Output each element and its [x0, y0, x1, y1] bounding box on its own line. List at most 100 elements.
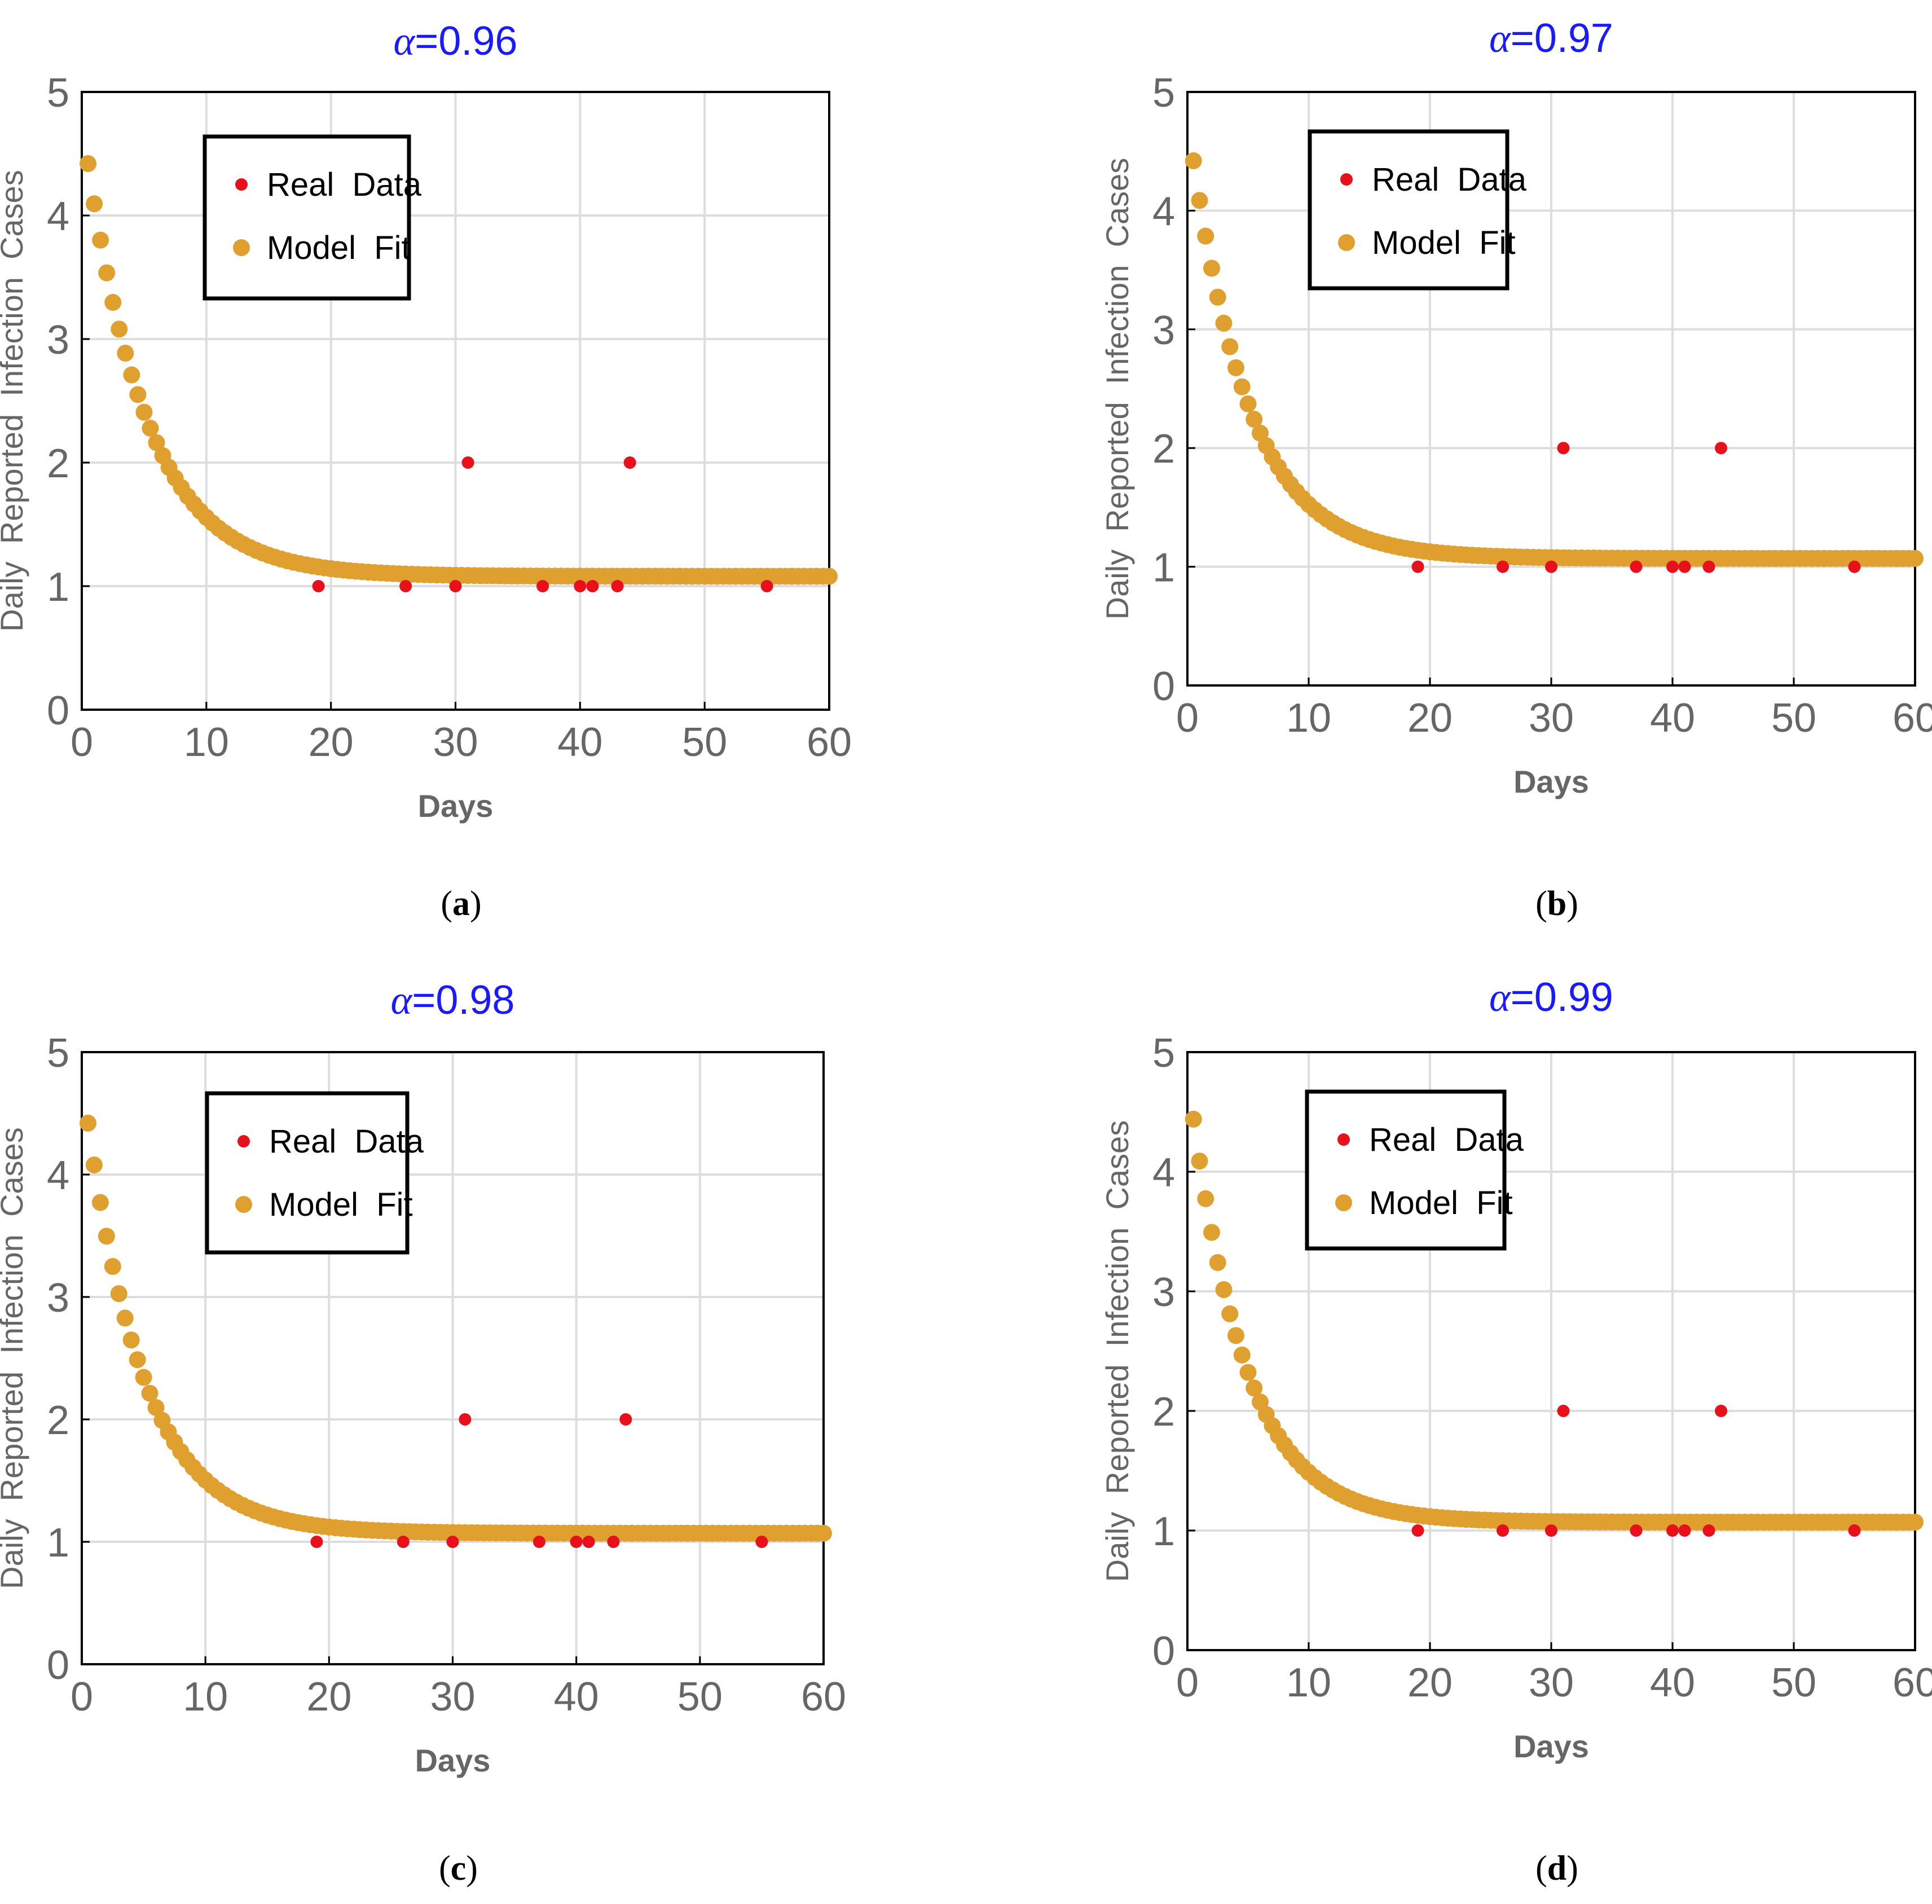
- model-fit-point: [821, 568, 838, 585]
- real-data-point: [1702, 560, 1715, 573]
- y-tick-label: 2: [47, 1398, 69, 1443]
- real-data-point: [1411, 1524, 1424, 1537]
- caption-close: ): [470, 885, 482, 923]
- y-tick-label: 5: [47, 71, 69, 116]
- model-fit-point: [1209, 288, 1226, 306]
- caption-open: (: [441, 885, 452, 923]
- y-tick-label: 4: [47, 1153, 69, 1198]
- title-symbol: α: [1489, 16, 1511, 61]
- legend-model-label: Model Fit: [1369, 1185, 1513, 1221]
- model-fit-point: [122, 1331, 140, 1349]
- real-data-point: [1497, 560, 1509, 573]
- model-fit-point: [1246, 411, 1263, 428]
- x-tick-label: 50: [682, 720, 727, 765]
- caption-open: (: [1535, 885, 1547, 923]
- y-tick-label: 4: [1152, 1150, 1175, 1195]
- x-tick-label: 20: [309, 720, 354, 765]
- x-tick-label: 10: [183, 1674, 228, 1720]
- title-value: =0.97: [1511, 16, 1613, 61]
- y-tick-label: 3: [47, 1276, 69, 1321]
- real-data-point: [312, 580, 325, 592]
- y-tick-label: 1: [47, 565, 69, 610]
- real-data-point: [619, 1413, 632, 1426]
- model-fit-point: [129, 1351, 146, 1369]
- x-axis-label: Days: [1513, 764, 1589, 799]
- legend-real-marker: [237, 1135, 250, 1147]
- real-data-point: [461, 456, 474, 469]
- model-fit-point: [1907, 549, 1924, 567]
- real-data-point: [760, 580, 773, 592]
- y-tick-label: 4: [47, 194, 69, 239]
- model-fit-point: [135, 403, 153, 421]
- real-data-point: [1678, 1524, 1691, 1537]
- chart-title: α=0.99: [1489, 975, 1613, 1020]
- legend: Real Data Model Fit: [205, 1091, 424, 1255]
- model-fit-point: [1203, 1224, 1220, 1241]
- model-fit-point: [104, 1257, 121, 1275]
- x-axis-label: Days: [415, 1743, 491, 1778]
- caption-close: ): [1566, 885, 1578, 923]
- real-data-point: [1702, 1524, 1715, 1537]
- y-tick-label: 0: [1152, 1629, 1175, 1674]
- legend-box: [1308, 129, 1509, 291]
- legend: Real Data Model Fit: [1308, 129, 1527, 291]
- model-fit-point: [1191, 192, 1208, 209]
- model-fit-point: [1239, 395, 1257, 412]
- model-fit-point: [1221, 338, 1239, 355]
- panel-caption: (c): [439, 1849, 478, 1888]
- panel-b: 0 10 20 30 40 50 60 0 1 2 3 4 5 Days Daily Reported In…: [1099, 16, 1932, 923]
- real-data-point: [1715, 442, 1727, 455]
- legend-model-label: Model Fit: [267, 230, 411, 266]
- panel-c: 0 10 20 30 40 50 60 0 1 2 3 4 5 Days Daily Reported In…: [0, 978, 846, 1888]
- y-tick-label: 4: [1152, 189, 1175, 234]
- model-fit-point: [142, 420, 159, 437]
- y-tick-label: 3: [47, 318, 69, 363]
- legend-model-marker: [233, 239, 250, 256]
- real-data-point: [449, 580, 462, 592]
- model-fit-point: [111, 320, 128, 338]
- model-fit-point: [98, 1228, 115, 1245]
- caption-close: ): [1566, 1849, 1578, 1888]
- caption-open: (: [439, 1849, 451, 1888]
- caption-open: (: [1535, 1849, 1547, 1888]
- y-tick-label: 2: [1152, 426, 1175, 472]
- real-data-point: [574, 580, 587, 592]
- model-fit-point: [1246, 1379, 1263, 1397]
- title-symbol: α: [391, 978, 413, 1023]
- y-tick-label: 0: [47, 688, 69, 733]
- model-fit-point: [85, 1156, 103, 1173]
- x-tick-label: 20: [1407, 1660, 1453, 1705]
- real-data-point: [1848, 1524, 1861, 1537]
- y-axis-label: Daily Reported Infection Cases: [0, 170, 29, 632]
- legend-real-label: Real Data: [269, 1123, 424, 1160]
- real-data-point: [1630, 560, 1643, 573]
- real-data-point: [611, 580, 624, 592]
- model-fit-point: [1215, 1281, 1233, 1298]
- x-tick-label: 20: [306, 1674, 351, 1720]
- x-tick-label: 20: [1407, 696, 1453, 741]
- title-value: =0.99: [1511, 975, 1613, 1020]
- model-fit-point: [1215, 314, 1233, 332]
- real-data-point: [310, 1536, 323, 1548]
- real-data-point: [623, 456, 636, 469]
- real-data-point: [755, 1536, 768, 1548]
- real-data-point: [1557, 442, 1570, 455]
- title-symbol: α: [394, 19, 416, 64]
- model-fit-point: [815, 1524, 832, 1542]
- x-tick-label: 10: [1286, 696, 1331, 741]
- real-data-point: [399, 580, 412, 592]
- real-data-point: [1545, 1524, 1557, 1537]
- real-data-point: [446, 1536, 459, 1548]
- real-data-point: [1497, 1524, 1509, 1537]
- y-tick-label: 2: [1152, 1389, 1175, 1435]
- legend-real-label: Real Data: [267, 166, 422, 203]
- panel-caption: (d): [1535, 1849, 1578, 1888]
- real-data-point: [586, 580, 599, 592]
- model-fit-point: [1209, 1254, 1226, 1272]
- model-fit-point: [86, 195, 103, 213]
- x-tick-label: 60: [1893, 1660, 1932, 1705]
- real-data-point: [1545, 560, 1557, 573]
- title-value: =0.96: [415, 19, 517, 64]
- y-tick-label: 3: [1152, 1270, 1175, 1315]
